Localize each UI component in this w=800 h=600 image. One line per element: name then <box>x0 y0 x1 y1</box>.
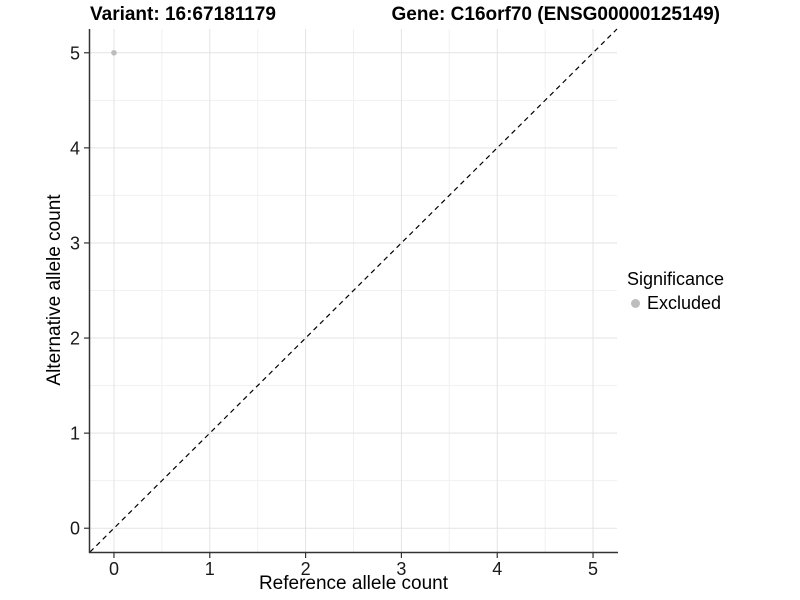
y-tick-label: 1 <box>70 424 80 444</box>
scatter-point <box>111 49 117 56</box>
x-tick-label: 4 <box>492 559 502 579</box>
x-tick-label: 1 <box>205 559 215 579</box>
y-tick-labels: 0 1 2 3 4 5 <box>70 43 80 538</box>
scatter-points <box>111 49 117 56</box>
x-tick-label: 2 <box>301 559 311 579</box>
gene-title: Gene: C16orf70 (ENSG00000125149) <box>391 4 720 25</box>
y-axis-title: Alternative allele count <box>44 194 65 386</box>
legend-entry: Excluded <box>627 293 724 314</box>
x-tick-label: 3 <box>396 559 406 579</box>
y-tick-label: 4 <box>70 138 80 158</box>
x-tick-label: 0 <box>109 559 119 579</box>
y-tick-label: 5 <box>70 43 80 63</box>
axis-lines <box>88 29 618 554</box>
x-tick-labels: 0 1 2 3 4 5 <box>109 559 598 579</box>
legend: Significance Excluded <box>627 269 724 314</box>
legend-entries: Excluded <box>627 293 724 314</box>
variant-title: Variant: 16:67181179 <box>90 4 276 25</box>
legend-point-icon <box>631 299 640 308</box>
y-tick-label: 0 <box>70 519 80 539</box>
x-axis-title: Reference allele count <box>258 573 449 594</box>
x-tick-label: 5 <box>588 559 598 579</box>
legend-title: Significance <box>627 269 725 289</box>
identity-line <box>89 28 618 553</box>
grid-minor <box>90 29 617 552</box>
plot-title: Variant: 16:67181179 Gene: C16orf70 (ENS… <box>90 4 720 26</box>
legend-entry-label: Excluded <box>647 293 722 313</box>
tick-marks <box>84 52 594 558</box>
grid-major <box>90 29 617 552</box>
y-tick-label: 3 <box>70 233 80 253</box>
y-tick-label: 2 <box>70 329 80 349</box>
